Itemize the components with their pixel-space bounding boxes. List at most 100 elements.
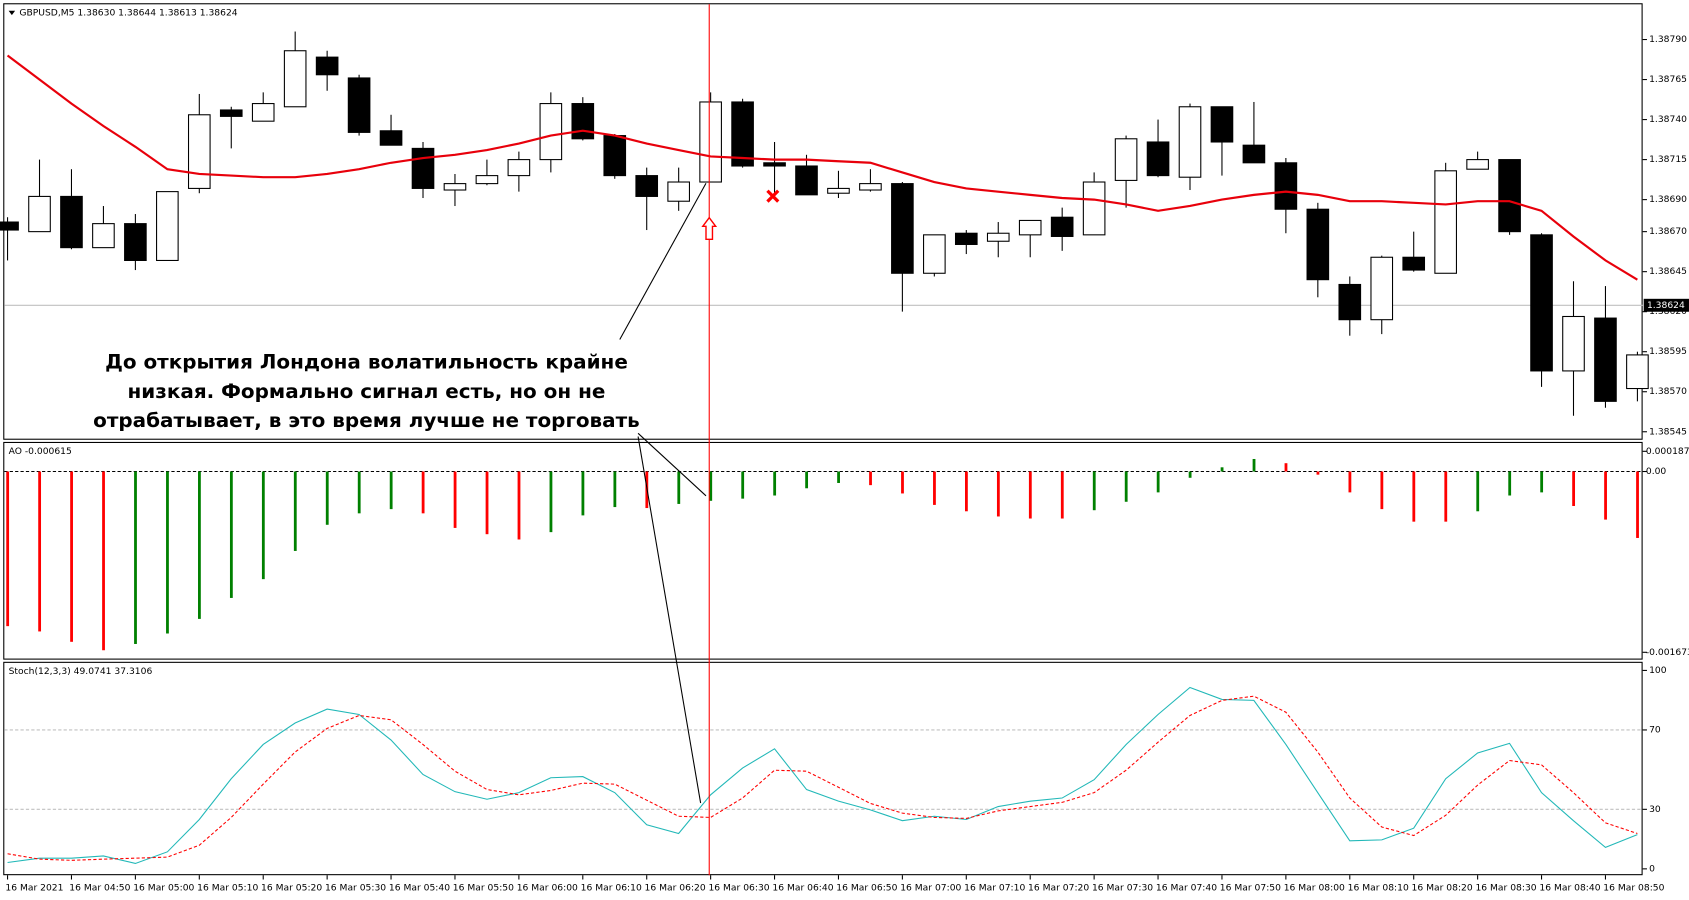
ao-bar bbox=[517, 471, 521, 540]
candle-body bbox=[411, 147, 435, 189]
y-tick-label: 1.38715 bbox=[1649, 154, 1687, 165]
candle-body bbox=[28, 195, 51, 233]
annotation: До открытия Лондона волатильность крайне bbox=[105, 350, 628, 374]
ao-bar bbox=[1636, 471, 1639, 538]
x-tick-label: 16 Mar 07:30 bbox=[1092, 883, 1153, 894]
ao-bar bbox=[996, 471, 1000, 517]
stoch-layer: 0 30 70 100 bbox=[4, 665, 1667, 874]
ao-bar bbox=[389, 471, 393, 510]
ao-bar bbox=[1380, 471, 1384, 510]
ao-bar bbox=[261, 471, 265, 580]
x-tick-label: 16 Mar 08:20 bbox=[1412, 883, 1473, 894]
candle-body bbox=[1338, 283, 1362, 321]
ao-bar bbox=[1028, 471, 1032, 519]
candle-body bbox=[1562, 315, 1585, 372]
stoch-line bbox=[7, 686, 1638, 865]
ao-bar bbox=[1476, 471, 1480, 512]
ao-bar bbox=[1540, 471, 1544, 493]
y-tick-label: 1.38545 bbox=[1649, 426, 1687, 437]
candle-body bbox=[251, 103, 275, 122]
candle-body bbox=[507, 159, 531, 177]
menu-triangle bbox=[8, 10, 16, 16]
candle-body bbox=[763, 162, 786, 167]
candle-body bbox=[986, 232, 1010, 242]
ao-bar bbox=[38, 471, 42, 632]
x-tick-label: 16 Mar 06:50 bbox=[836, 883, 897, 894]
ao-layer: 0.000187 0.00 -0.001673 bbox=[4, 446, 1689, 658]
ao-bar bbox=[102, 471, 105, 651]
candle-body bbox=[1114, 138, 1138, 181]
y-tick-label: -0.001673 bbox=[1646, 647, 1689, 658]
candle-body bbox=[1242, 144, 1266, 164]
annotation: отрабатывает, в это время лучше не торго… bbox=[93, 408, 640, 432]
ao-bar bbox=[901, 471, 904, 494]
x-tick-label: 16 Mar 07:20 bbox=[1028, 883, 1089, 894]
ao-bar bbox=[581, 471, 585, 516]
candle-body bbox=[1594, 317, 1617, 402]
symbol-title: GBPUSD,M5 1.38630 1.38644 1.38613 1.3862… bbox=[19, 7, 237, 18]
x-tick-label: 16 Mar 07:40 bbox=[1156, 883, 1217, 894]
candle-body bbox=[539, 103, 563, 161]
candle-body bbox=[379, 130, 403, 146]
x-tick-label: 16 Mar 05:40 bbox=[389, 883, 450, 894]
ao-bar bbox=[325, 471, 329, 525]
ao-bar bbox=[677, 471, 681, 504]
candle-body bbox=[1018, 219, 1042, 236]
candle-body bbox=[283, 50, 307, 108]
y-tick-label: 30 bbox=[1649, 804, 1661, 815]
candle-body bbox=[954, 232, 978, 245]
candle-body bbox=[859, 183, 882, 191]
callout-line bbox=[637, 436, 702, 804]
candle-body bbox=[1178, 106, 1202, 178]
y-tick-label: 70 bbox=[1649, 724, 1661, 735]
ao-bar bbox=[70, 471, 73, 642]
ao-bar bbox=[1220, 467, 1224, 472]
candle-body bbox=[923, 234, 946, 274]
ao-bar bbox=[741, 471, 745, 499]
candle-body bbox=[827, 187, 850, 194]
x-tick-label: 16 Mar 08:40 bbox=[1539, 883, 1600, 894]
candle-body bbox=[603, 135, 627, 177]
x-tick-label: 16 Mar 2021 bbox=[5, 883, 63, 894]
x-tick-label: 16 Mar 05:00 bbox=[133, 883, 194, 894]
ao-bar bbox=[6, 471, 10, 627]
x-tick-label: 16 Mar 05:30 bbox=[325, 883, 386, 894]
x-tick-label: 16 Mar 05:20 bbox=[261, 883, 322, 894]
candle-body bbox=[571, 103, 595, 140]
y-tick-label: 0 bbox=[1649, 863, 1655, 874]
candle-body bbox=[731, 101, 754, 167]
ao-bar bbox=[709, 471, 713, 501]
candle-body bbox=[124, 223, 147, 261]
ao-bar bbox=[134, 471, 137, 644]
last-price-box bbox=[1643, 298, 1689, 312]
candle-body bbox=[1082, 181, 1106, 236]
stoch-line bbox=[7, 695, 1638, 861]
ao-bar bbox=[773, 471, 777, 496]
candle-body bbox=[475, 175, 499, 185]
x-tick-label: 16 Mar 08:10 bbox=[1348, 883, 1409, 894]
ao-bar bbox=[837, 471, 840, 483]
candle-body bbox=[1050, 216, 1074, 237]
candle-body bbox=[1210, 106, 1234, 143]
x-tick-label: 16 Mar 06:10 bbox=[581, 883, 642, 894]
candle-body bbox=[1146, 141, 1170, 177]
x-tick-label: 16 Mar 04:50 bbox=[69, 883, 130, 894]
candle-body bbox=[1434, 170, 1457, 274]
x-tick-label: 16 Mar 07:50 bbox=[1220, 883, 1281, 894]
y-tick-label: 1.38790 bbox=[1649, 34, 1687, 45]
candle-body bbox=[1498, 159, 1521, 233]
y-tick-label: 1.38595 bbox=[1649, 346, 1687, 357]
ao-bar bbox=[421, 471, 425, 514]
ao-bar bbox=[453, 471, 457, 528]
x-tick-label: 16 Mar 05:50 bbox=[453, 883, 514, 894]
y-tick-label: 0.000187 bbox=[1646, 446, 1689, 457]
main-panel bbox=[3, 3, 1643, 440]
candle-body bbox=[635, 175, 659, 197]
candle-body bbox=[1402, 256, 1426, 271]
stoch-title: Stoch(12,3,3) 49.0741 37.3106 bbox=[9, 666, 153, 677]
ao-bar bbox=[1124, 471, 1128, 502]
ao-bar bbox=[357, 471, 361, 514]
candle-body bbox=[0, 221, 19, 231]
